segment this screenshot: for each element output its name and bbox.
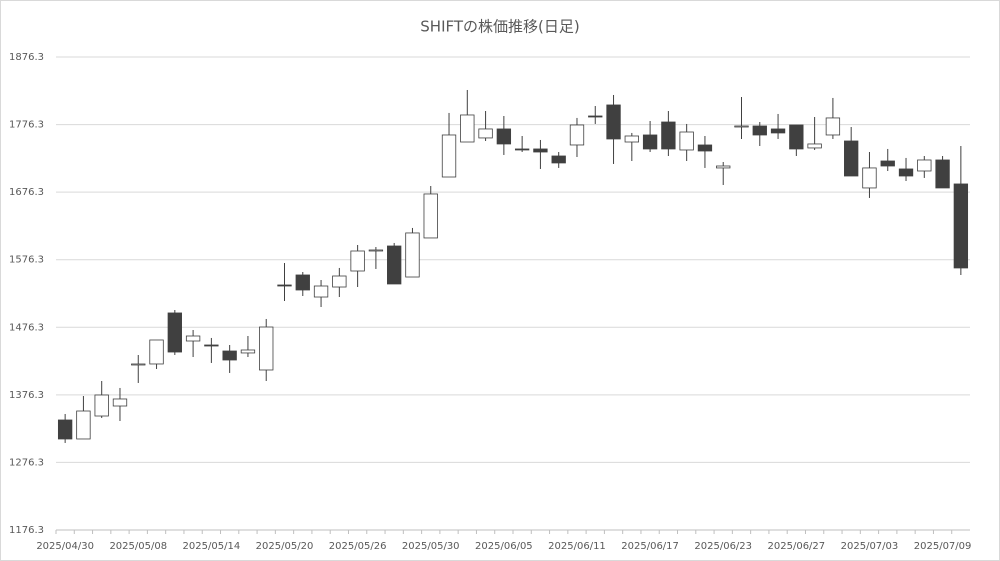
candle-body <box>935 159 950 189</box>
y-tick-label: 1876.3 <box>9 52 44 63</box>
y-tick-label: 1676.3 <box>9 187 44 198</box>
candle-body <box>441 134 457 178</box>
candle-body <box>642 134 658 150</box>
x-tick-label: 2025/07/09 <box>914 541 972 552</box>
candle-body <box>204 344 219 347</box>
candle-body <box>423 193 438 239</box>
x-tick-label: 2025/06/05 <box>475 541 533 552</box>
candle-body <box>259 326 274 371</box>
candle-body <box>350 250 365 272</box>
candle-body <box>716 165 731 169</box>
candle-body <box>551 155 566 164</box>
candle-body <box>112 398 128 407</box>
candle-body <box>332 275 347 288</box>
y-tick-label: 1276.3 <box>9 457 44 468</box>
candle-body <box>94 394 109 417</box>
candle-body <box>624 135 639 143</box>
candle-body <box>953 183 969 269</box>
y-tick-label: 1576.3 <box>9 255 44 266</box>
x-tick-label: 2025/06/27 <box>768 541 826 552</box>
candle-body <box>496 128 512 145</box>
candle-body <box>167 312 182 353</box>
y-tick-label: 1776.3 <box>9 120 44 131</box>
candle-body <box>405 232 420 278</box>
candle-body <box>313 285 329 298</box>
candle-body <box>862 167 877 189</box>
candle-body <box>661 121 676 150</box>
x-tick-label: 2025/05/30 <box>402 541 460 552</box>
chart-title: SHIFTの株価推移(日足) <box>420 18 579 36</box>
x-tick-label: 2025/05/20 <box>256 541 314 552</box>
candle-body <box>880 160 895 167</box>
candle-body <box>478 128 493 139</box>
candle-body <box>588 115 603 118</box>
candle-body <box>569 124 585 146</box>
candle-body <box>277 284 292 287</box>
y-tick-label: 1476.3 <box>9 322 44 333</box>
candle-body <box>185 335 201 342</box>
candle-body <box>734 125 749 128</box>
candle-body <box>606 104 621 140</box>
candle-body <box>844 140 859 177</box>
candle-body <box>752 125 767 136</box>
y-tick-label: 1376.3 <box>9 390 44 401</box>
candle-body <box>789 124 804 150</box>
candle-body <box>460 114 475 143</box>
candle-body <box>149 339 164 365</box>
candle-body <box>131 363 146 366</box>
candle-body <box>76 410 91 440</box>
x-tick-label: 2025/05/14 <box>183 541 241 552</box>
candle-body <box>514 148 530 151</box>
candle-body <box>57 419 73 440</box>
candle-body <box>387 245 402 285</box>
candle-body <box>898 168 914 177</box>
candle-body <box>368 249 384 252</box>
candle-body <box>240 349 256 354</box>
y-tick-label: 1176.3 <box>9 525 44 536</box>
candle-body <box>679 131 694 151</box>
candle-body <box>917 159 932 172</box>
candle-body <box>770 128 786 134</box>
x-tick-label: 2025/05/08 <box>109 541 167 552</box>
candle-body <box>222 350 237 361</box>
candle-body <box>697 144 713 152</box>
candle-body <box>807 143 822 149</box>
x-tick-label: 2025/07/03 <box>841 541 899 552</box>
x-tick-label: 2025/06/23 <box>694 541 752 552</box>
candle-body <box>295 274 310 291</box>
x-tick-label: 2025/05/26 <box>329 541 387 552</box>
x-tick-label: 2025/06/17 <box>621 541 679 552</box>
candle-body <box>533 148 548 153</box>
candle-body <box>825 117 841 136</box>
x-tick-label: 2025/06/11 <box>548 541 606 552</box>
x-tick-label: 2025/04/30 <box>36 541 94 552</box>
